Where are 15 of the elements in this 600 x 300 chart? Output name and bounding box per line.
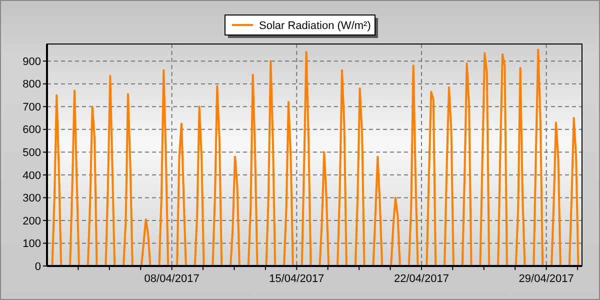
x-tick-label: 15/04/2017 [269, 273, 324, 285]
x-tick-label: 08/04/2017 [144, 273, 200, 285]
y-tick-label: 900 [22, 56, 41, 68]
y-tick-label: 300 [22, 192, 41, 205]
x-tick-label: 22/04/2017 [394, 273, 450, 285]
legend-label: Solar Radiation (W/m²) [259, 20, 371, 32]
y-tick-label: 200 [22, 215, 41, 228]
y-tick-label: 500 [22, 147, 41, 160]
y-tick-label: 700 [22, 101, 41, 114]
y-tick-label: 0 [34, 260, 41, 273]
y-tick-label: 600 [22, 124, 41, 136]
y-tick-label: 100 [22, 238, 41, 250]
y-tick-label: 800 [22, 78, 41, 91]
x-tick-label: 29/04/2017 [518, 273, 574, 285]
y-tick-label: 400 [22, 170, 41, 182]
